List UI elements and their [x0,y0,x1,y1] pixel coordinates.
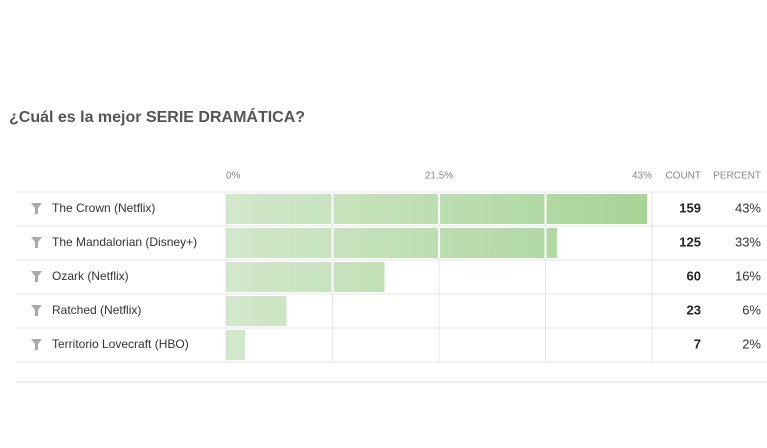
count-label: 23 [687,302,701,317]
count-label: 7 [694,336,701,351]
category-label: Ozark (Netflix) [52,269,129,283]
percent-label: 33% [735,234,761,249]
category-label: Ratched (Netflix) [52,303,141,317]
percent-label: 2% [742,336,761,351]
percent-label: 16% [735,268,761,283]
category-label: The Crown (Netflix) [52,201,155,215]
category-label: The Mandalorian (Disney+) [52,235,197,249]
count-label: 60 [687,268,701,283]
filter-icon [31,271,42,282]
x-tick-label: 0% [226,171,241,182]
filter-icon [31,203,42,214]
chart-title: ¿Cuál es la mejor SERIE DRAMÁTICA? [9,107,305,126]
bar [226,330,245,360]
percent-label: 43% [735,200,761,215]
bar [226,228,557,258]
count-label: 125 [679,234,701,249]
bar [226,296,287,326]
x-tick-label: 21.5% [425,171,453,182]
percent-label: 6% [742,302,761,317]
bar [226,194,648,224]
count-label: 159 [679,200,701,215]
filter-icon [31,339,42,350]
column-header: PERCENT [713,171,761,182]
column-header: COUNT [665,171,701,182]
category-label: Territorio Lovecraft (HBO) [52,337,189,351]
bar [226,262,385,292]
filter-icon [31,237,42,248]
x-tick-label: 43% [632,171,652,182]
filter-icon [31,305,42,316]
